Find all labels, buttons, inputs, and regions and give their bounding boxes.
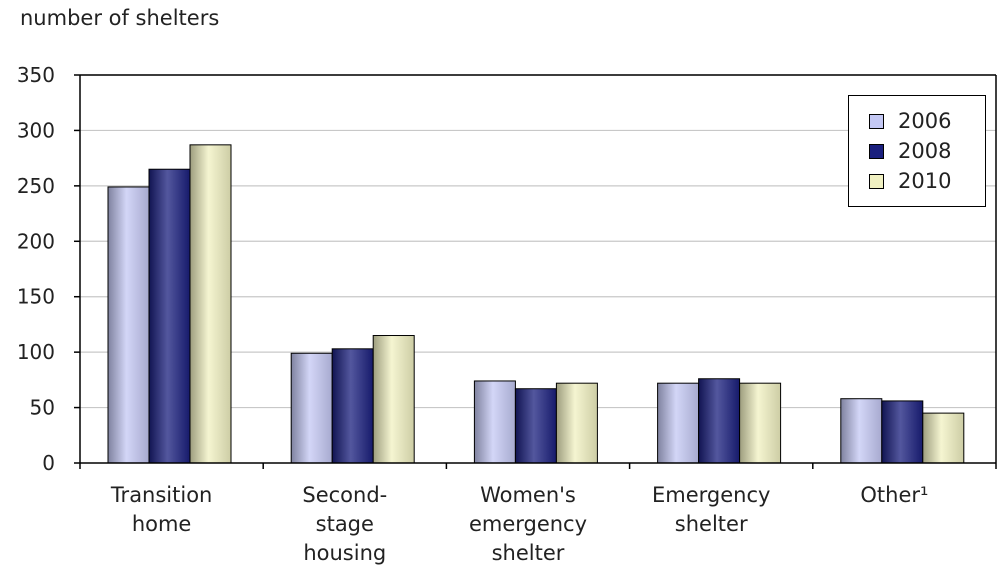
x-tick-label: Transition: [110, 483, 213, 507]
bar-2008-3: [698, 378, 741, 464]
bar-2006-4: [840, 398, 883, 464]
bar-2008-4: [881, 400, 924, 464]
y-axis-title: number of shelters: [20, 6, 220, 30]
y-tick-label: 200: [17, 229, 55, 253]
legend-swatch-2006: [869, 113, 884, 129]
x-tick-label: shelter: [492, 541, 565, 565]
x-tick-label: Other¹: [860, 483, 928, 507]
axes: [74, 74, 997, 469]
legend: 2006 2008 2010: [848, 95, 986, 207]
legend-label-2010: 2010: [898, 169, 952, 193]
legend-label-2008: 2008: [898, 139, 952, 163]
x-tick-label: housing: [303, 541, 386, 565]
x-tick-label: stage: [316, 512, 374, 536]
y-tick-label: 150: [17, 285, 55, 309]
bars: [107, 144, 965, 464]
x-tick-label: shelter: [675, 512, 748, 536]
x-tick-label: emergency: [469, 512, 587, 536]
bar-2006-1: [290, 352, 333, 464]
bar-2010-4: [922, 412, 965, 464]
bar-2008-0: [148, 168, 191, 464]
x-tick-label: Emergency: [652, 483, 770, 507]
bar-2006-3: [657, 382, 700, 464]
bar-2006-0: [107, 186, 150, 464]
bar-2006-2: [473, 380, 516, 464]
bar-2010-0: [189, 144, 232, 464]
y-tick-label: 250: [17, 174, 55, 198]
bar-2008-2: [514, 388, 557, 464]
bar-2010-3: [739, 382, 782, 464]
legend-item-2008: 2008: [869, 136, 951, 166]
y-tick-label: 0: [42, 451, 55, 475]
bar-2010-2: [555, 382, 598, 464]
legend-item-2006: 2006: [869, 106, 951, 136]
legend-label-2006: 2006: [898, 109, 952, 133]
y-tick-label: 100: [17, 340, 55, 364]
x-tick-label: home: [132, 512, 192, 536]
legend-item-2010: 2010: [869, 166, 951, 196]
y-tick-label: 50: [30, 396, 55, 420]
tick-labels: 0 50 100 150 200 250 300 350 Transition home Secon…: [17, 63, 929, 565]
y-tick-label: 350: [17, 63, 55, 87]
x-tick-label: Second-: [302, 483, 387, 507]
bar-2010-1: [372, 335, 415, 464]
x-tick-label: Women's: [480, 483, 576, 507]
legend-swatch-2010: [869, 173, 884, 189]
y-tick-label: 300: [17, 118, 55, 142]
legend-swatch-2008: [869, 143, 884, 159]
bar-2008-1: [331, 348, 374, 464]
